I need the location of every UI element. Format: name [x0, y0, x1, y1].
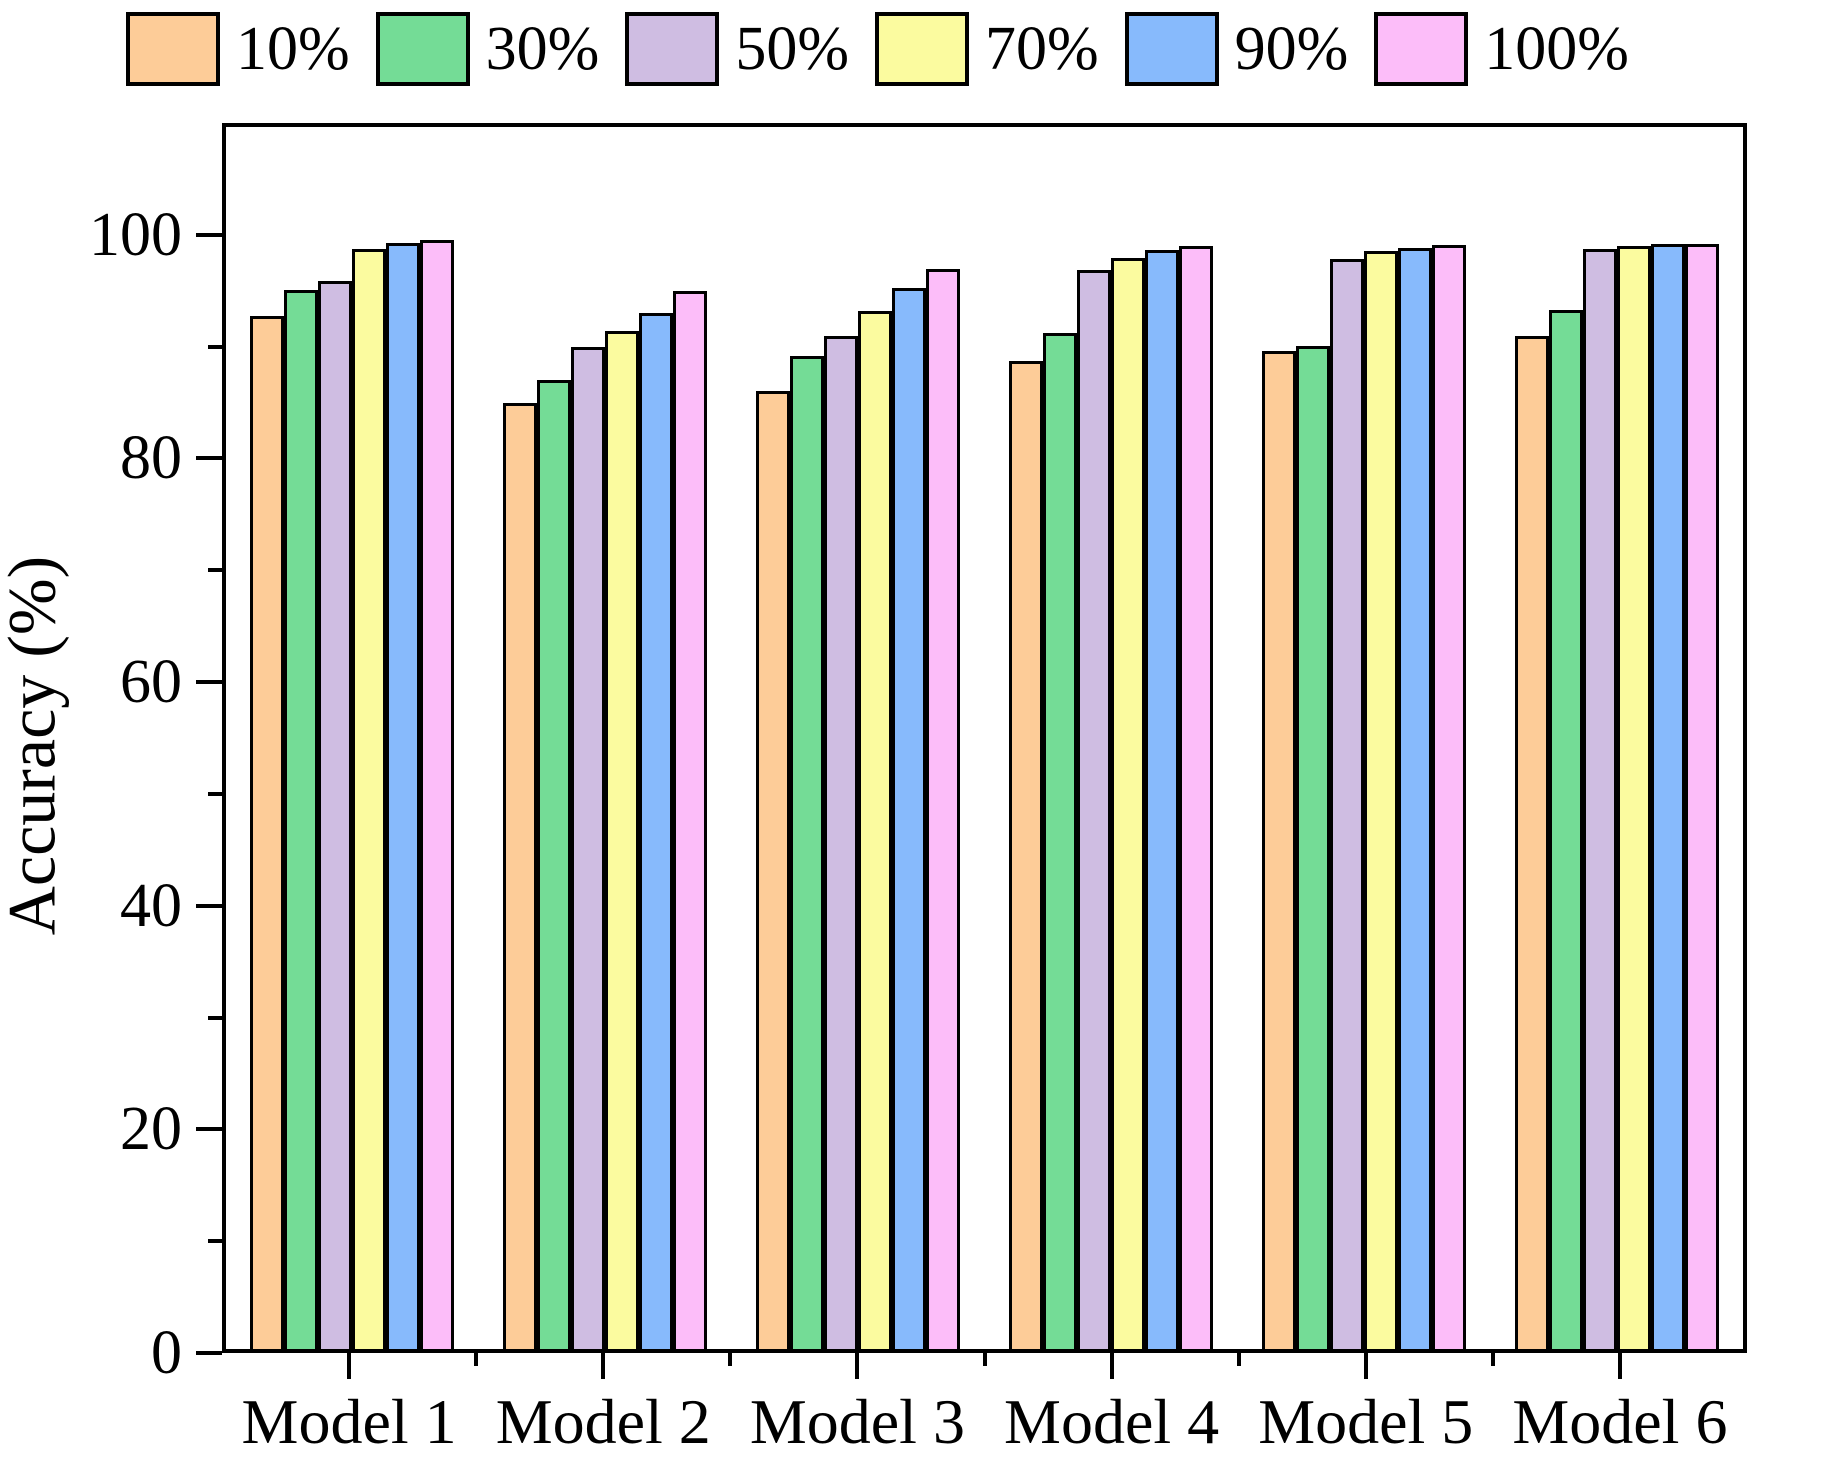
x-axis-tick — [1617, 1353, 1622, 1379]
y-axis-tick — [196, 232, 222, 237]
bar — [790, 355, 825, 1349]
bar — [352, 249, 387, 1349]
bar — [284, 290, 319, 1349]
legend-item: 90% — [1124, 10, 1349, 88]
bar-group — [756, 127, 961, 1349]
x-axis-minor-tick — [728, 1353, 733, 1366]
bar — [318, 281, 353, 1349]
bar — [420, 240, 455, 1349]
bar — [824, 335, 859, 1349]
y-tick-label: 20 — [120, 1095, 182, 1164]
y-axis-minor-tick — [208, 791, 222, 796]
bar — [1650, 243, 1685, 1349]
bar — [1295, 345, 1330, 1349]
bar-group — [1261, 127, 1466, 1349]
bar — [1178, 245, 1213, 1349]
y-axis-minor-tick — [208, 568, 222, 573]
y-tick-label: 100 — [89, 200, 182, 269]
bar — [1397, 248, 1432, 1349]
x-axis-label: Model 6 — [1512, 1386, 1728, 1457]
bar — [1110, 258, 1145, 1349]
x-axis-tick — [347, 1353, 352, 1379]
plot-area — [222, 123, 1747, 1353]
legend-swatch — [1374, 12, 1469, 86]
bar-group — [1008, 127, 1213, 1349]
y-tick-label: 80 — [120, 424, 182, 493]
x-axis-label: Model 4 — [1004, 1386, 1220, 1457]
legend-label: 10% — [236, 15, 350, 83]
bar — [1076, 270, 1111, 1349]
bar — [673, 291, 708, 1349]
x-axis-tick — [1363, 1353, 1368, 1379]
bar — [756, 391, 791, 1349]
y-axis-minor-tick — [208, 344, 222, 349]
bar-group — [1514, 127, 1719, 1349]
y-tick-label: 40 — [120, 871, 182, 940]
y-tick-label: 0 — [151, 1319, 182, 1387]
y-axis-tick — [196, 456, 222, 461]
y-tick-label: 60 — [120, 648, 182, 717]
legend-label: 30% — [485, 15, 600, 83]
y-axis-minor-tick — [208, 1015, 222, 1020]
x-axis-label: Model 3 — [749, 1386, 965, 1457]
y-axis-tick — [196, 903, 222, 908]
x-axis-label: Model 1 — [241, 1386, 457, 1457]
bar — [250, 315, 285, 1349]
x-axis-minor-tick — [1490, 1353, 1495, 1366]
x-axis-minor-tick — [982, 1353, 987, 1366]
bar — [537, 380, 572, 1349]
bar — [1514, 335, 1549, 1349]
bar-group — [503, 127, 708, 1349]
y-axis-tick — [196, 1127, 222, 1132]
bar — [892, 288, 927, 1349]
y-axis-tick — [196, 680, 222, 685]
legend-swatch — [1124, 12, 1219, 86]
legend-swatch — [375, 12, 470, 86]
y-axis-tick — [196, 1351, 222, 1355]
legend-item: 100% — [1374, 10, 1629, 88]
bar — [503, 402, 538, 1349]
bar — [386, 242, 421, 1349]
bar — [858, 311, 893, 1349]
legend: 10% 30% 50% 70% 90% 100% — [126, 10, 1655, 88]
bar — [571, 346, 606, 1349]
legend-label: 100% — [1484, 15, 1629, 83]
x-axis-tick — [601, 1353, 606, 1379]
bar — [1616, 245, 1651, 1349]
legend-item: 50% — [625, 10, 849, 88]
bar — [1548, 310, 1583, 1349]
bar — [1582, 249, 1617, 1349]
legend-swatch — [874, 12, 969, 86]
x-axis-tick — [1109, 1353, 1114, 1379]
legend-swatch — [625, 12, 720, 86]
bar — [1144, 250, 1179, 1349]
y-axis-title: Accuracy (%) — [0, 555, 70, 936]
x-axis-tick — [855, 1353, 860, 1379]
legend-item: 70% — [874, 10, 1099, 88]
bar — [1008, 361, 1043, 1349]
x-axis-minor-tick — [1236, 1353, 1241, 1366]
legend-label: 50% — [735, 15, 849, 83]
y-axis-minor-tick — [208, 1239, 222, 1244]
bar — [1684, 243, 1719, 1349]
bar — [1431, 244, 1466, 1349]
legend-swatch — [126, 12, 220, 86]
bar-group — [250, 127, 455, 1349]
x-axis-label: Model 5 — [1258, 1386, 1474, 1457]
bar — [1363, 251, 1398, 1349]
legend-item: 10% — [126, 10, 350, 88]
bar — [1329, 259, 1364, 1349]
x-axis-minor-tick — [474, 1353, 479, 1366]
bar — [1261, 351, 1296, 1349]
bar — [926, 269, 961, 1349]
legend-item: 30% — [375, 10, 600, 88]
bar — [1042, 332, 1077, 1349]
x-axis-label: Model 2 — [495, 1386, 711, 1457]
bar — [639, 312, 674, 1349]
legend-label: 90% — [1234, 15, 1349, 83]
bar — [605, 331, 640, 1349]
legend-label: 70% — [984, 15, 1099, 83]
